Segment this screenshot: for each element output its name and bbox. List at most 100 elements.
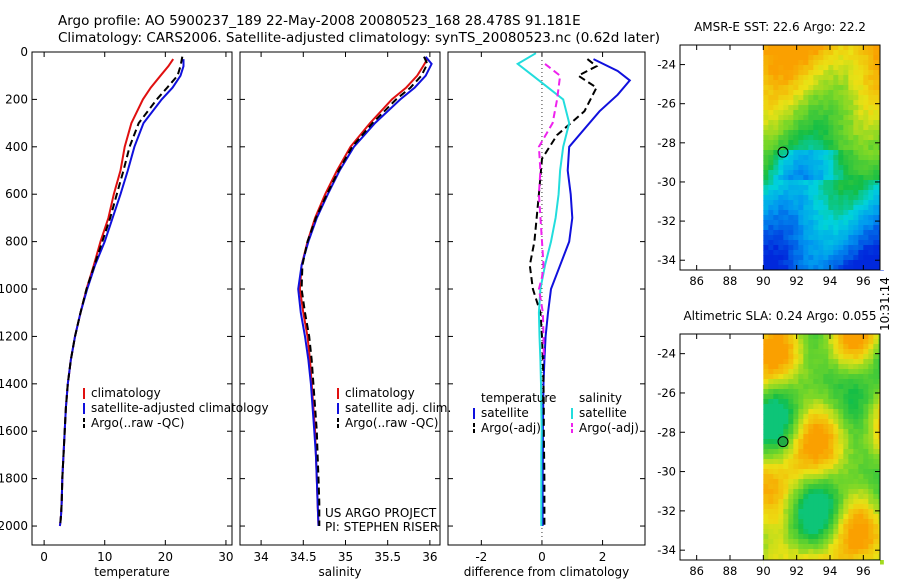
map-cell	[863, 549, 869, 555]
map-cell	[838, 100, 844, 106]
map-cell	[873, 389, 879, 395]
map-cell	[843, 65, 849, 71]
map-cell	[843, 165, 849, 171]
map-cell	[783, 135, 789, 141]
map-cell	[768, 479, 774, 485]
map-cell	[843, 474, 849, 480]
map-cell	[833, 449, 839, 455]
map-cell	[873, 165, 879, 171]
map-cell	[873, 190, 879, 196]
map-cell	[858, 245, 864, 251]
map-cell	[843, 135, 849, 141]
map-cell	[848, 399, 854, 405]
map-cell	[813, 215, 819, 221]
map-cell	[853, 509, 859, 515]
map-cell	[848, 105, 854, 111]
map-cell	[858, 115, 864, 121]
map-cell	[808, 504, 814, 510]
map-cell	[788, 454, 794, 460]
map-cell	[843, 80, 849, 86]
map-cell	[853, 434, 859, 440]
map-cell	[853, 75, 859, 81]
map-cell	[828, 474, 834, 480]
map-cell	[868, 55, 874, 61]
map-cell	[778, 85, 784, 91]
map-cell	[813, 354, 819, 360]
map-cell	[773, 454, 779, 460]
map-cell	[863, 519, 869, 525]
map-cell	[803, 489, 809, 495]
map-cell	[813, 544, 819, 550]
map-cell	[778, 449, 784, 455]
map-cell	[808, 464, 814, 470]
map-cell	[763, 50, 769, 56]
map-cell	[863, 464, 869, 470]
map-cell	[778, 225, 784, 231]
map-cell	[808, 524, 814, 530]
map-cell	[788, 110, 794, 116]
map-cell	[838, 404, 844, 410]
map-cell	[853, 554, 859, 560]
map-cell	[803, 459, 809, 465]
map-cell	[778, 364, 784, 370]
map-cell	[848, 195, 854, 201]
map-cell	[813, 374, 819, 380]
map-cell	[838, 240, 844, 246]
map-cell	[868, 230, 874, 236]
map-cell	[788, 175, 794, 181]
map-cell	[803, 50, 809, 56]
map-cell	[763, 230, 769, 236]
map-cell	[778, 514, 784, 520]
map-cell	[858, 90, 864, 96]
map-cell	[773, 539, 779, 545]
map-cell	[768, 215, 774, 221]
map-cell	[798, 80, 804, 86]
map-cell	[793, 504, 799, 510]
map-cell	[788, 265, 794, 271]
map-cell	[833, 70, 839, 76]
map-cell	[828, 534, 834, 540]
map-cell	[823, 384, 829, 390]
map-cell	[818, 534, 824, 540]
map-cell	[798, 369, 804, 375]
series-line	[58, 59, 185, 527]
map-cell	[798, 454, 804, 460]
map-cell	[848, 210, 854, 216]
map-cell	[788, 205, 794, 211]
map-cell	[863, 499, 869, 505]
map-cell	[873, 514, 879, 520]
map-cell	[763, 170, 769, 176]
map-cell	[873, 255, 879, 261]
map-cell	[793, 150, 799, 156]
map-cell	[813, 130, 819, 136]
map-cell	[803, 250, 809, 256]
map-cell	[793, 429, 799, 435]
map-cell	[828, 190, 834, 196]
map-cell	[858, 95, 864, 101]
map-cell	[788, 529, 794, 535]
map-cell	[818, 429, 824, 435]
series-line	[58, 58, 175, 527]
map-cell	[788, 250, 794, 256]
map-cell	[798, 235, 804, 241]
map-cell	[803, 130, 809, 136]
map-cell	[813, 499, 819, 505]
map-cell	[858, 80, 864, 86]
map-cell	[773, 484, 779, 490]
map-cell	[813, 459, 819, 465]
map-cell	[813, 524, 819, 530]
map-cell	[773, 529, 779, 535]
map-cell	[788, 339, 794, 345]
map-cell	[768, 424, 774, 430]
map-cell	[823, 200, 829, 206]
map-cell	[838, 429, 844, 435]
map-cell	[853, 95, 859, 101]
map-cell	[808, 364, 814, 370]
map-cell	[778, 230, 784, 236]
map-cell	[838, 534, 844, 540]
map-cell	[843, 334, 849, 340]
map-cell	[863, 95, 869, 101]
map-cell	[808, 130, 814, 136]
map-cell	[853, 439, 859, 445]
map-cell	[763, 165, 769, 171]
